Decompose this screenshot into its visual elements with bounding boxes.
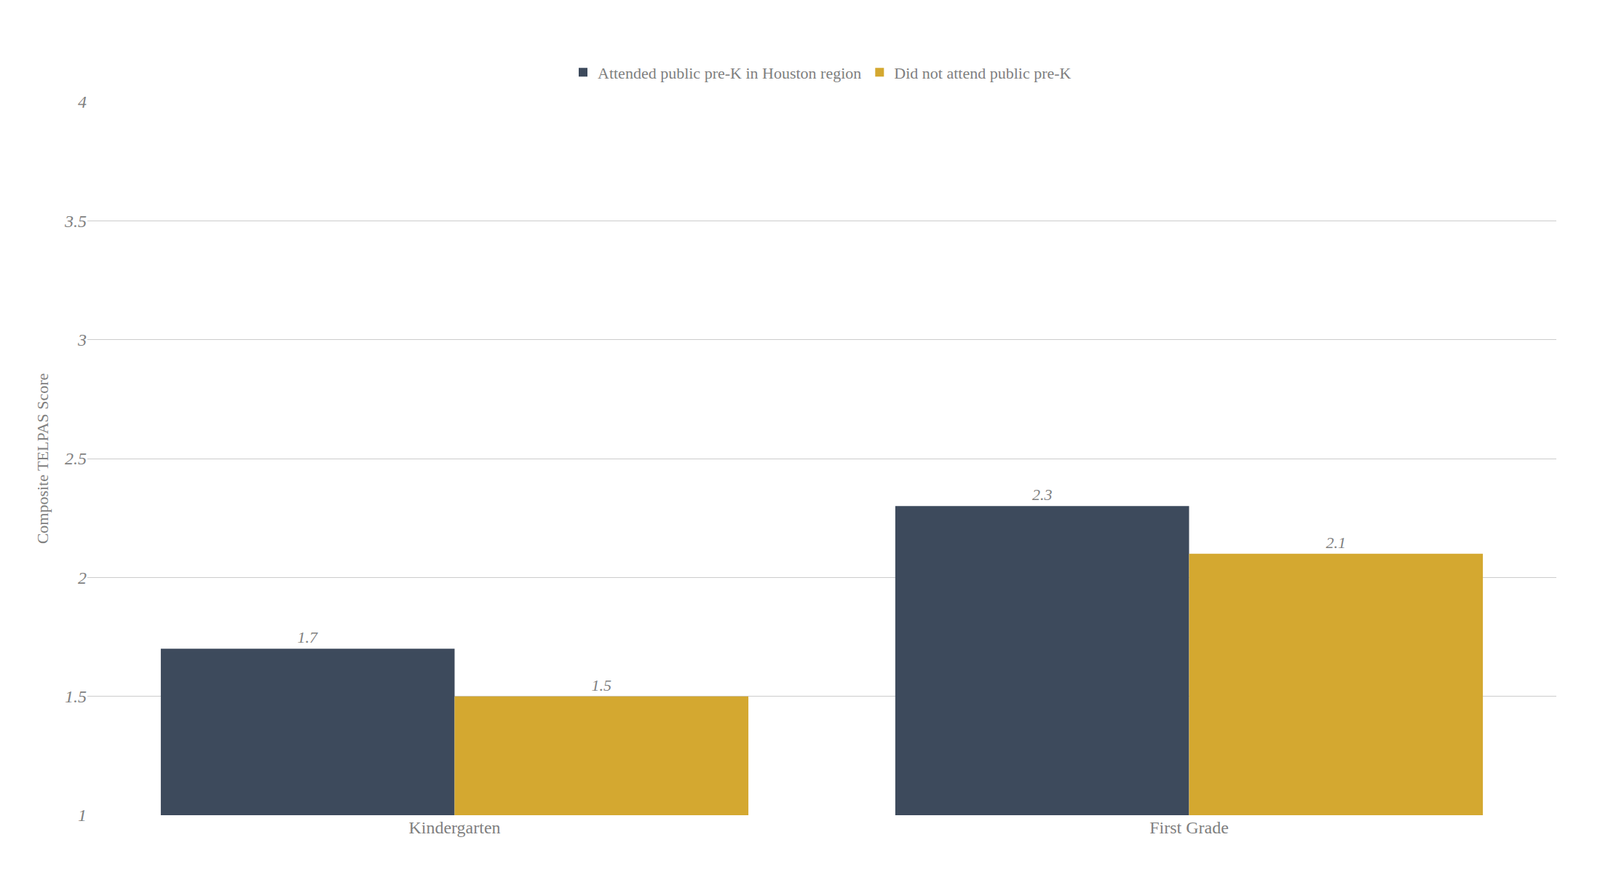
svg-text:4: 4: [77, 92, 87, 112]
svg-text:3: 3: [77, 330, 87, 350]
svg-text:Composite TELPAS Score: Composite TELPAS Score: [33, 373, 52, 545]
svg-text:3.5: 3.5: [64, 211, 87, 231]
svg-text:Did not attend public pre-K: Did not attend public pre-K: [893, 64, 1071, 83]
svg-text:1: 1: [77, 805, 87, 825]
svg-text:1.5: 1.5: [64, 687, 87, 707]
svg-text:2: 2: [77, 568, 87, 588]
svg-text:Attended public pre-K in Houst: Attended public pre-K in Houston region: [597, 64, 862, 83]
svg-text:Kindergarten: Kindergarten: [408, 818, 501, 838]
svg-text:First Grade: First Grade: [1149, 818, 1229, 838]
svg-text:1.5: 1.5: [591, 676, 613, 695]
svg-text:2.1: 2.1: [1326, 533, 1347, 552]
svg-text:1.7: 1.7: [296, 628, 319, 647]
svg-text:2.3: 2.3: [1032, 485, 1053, 504]
svg-text:2.5: 2.5: [64, 449, 87, 469]
